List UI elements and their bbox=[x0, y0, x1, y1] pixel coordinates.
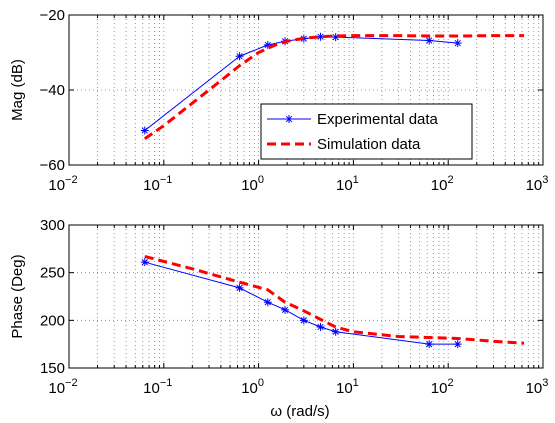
x-tick-label: 102 bbox=[431, 174, 454, 194]
y-axis-label: Phase (Deg) bbox=[9, 254, 26, 338]
x-tick-label: 101 bbox=[336, 377, 359, 397]
experimental-data-point bbox=[235, 283, 244, 292]
experimental-data-point bbox=[316, 32, 325, 41]
x-tick-label: 10−1 bbox=[143, 377, 172, 397]
experimental-data-point bbox=[453, 340, 462, 349]
x-tick-label: 103 bbox=[526, 377, 549, 397]
legend: Experimental data Simulation data bbox=[260, 103, 473, 160]
axes-frame bbox=[68, 224, 544, 369]
y-tick-label: 250 bbox=[40, 265, 65, 282]
x-tick-label: 101 bbox=[336, 174, 359, 194]
experimental-data-point bbox=[140, 258, 149, 267]
experimental-data-point bbox=[331, 327, 340, 336]
x-tick-label: 103 bbox=[526, 174, 549, 194]
y-tick-label: −60 bbox=[40, 157, 65, 174]
experimental-data-point bbox=[316, 323, 325, 332]
experimental-data-point bbox=[425, 36, 434, 45]
y-tick-label: −20 bbox=[40, 7, 65, 24]
x-tick-label: 100 bbox=[241, 377, 264, 397]
experimental-data-point bbox=[425, 340, 434, 349]
experimental-data-point bbox=[140, 126, 149, 135]
panel-phase: 10−2 10−1 100 101 102 103 150 200 250 300 Phase (D… bbox=[9, 217, 548, 420]
panel-magnitude: 10−2 10−1 100 101 102 103 −60 −40 −20 Mag (dB) Exp… bbox=[9, 7, 548, 194]
legend-box bbox=[260, 103, 473, 160]
experimental-data-point bbox=[235, 52, 244, 61]
y-tick-label: −40 bbox=[40, 82, 65, 99]
y-tick-label: 200 bbox=[40, 312, 65, 329]
plot-area bbox=[69, 225, 543, 368]
experimental-data-point bbox=[453, 39, 462, 48]
experimental-data-point bbox=[299, 316, 308, 325]
experimental-data-point bbox=[331, 33, 340, 42]
legend-experimental-label: Experimental data bbox=[317, 111, 439, 128]
legend-star-marker bbox=[285, 115, 293, 123]
experimental-data-point bbox=[263, 41, 272, 49]
experimental-data-point bbox=[281, 305, 290, 314]
y-tick-label: 150 bbox=[40, 360, 65, 377]
legend-simulation-label: Simulation data bbox=[317, 136, 421, 153]
experimental-data-point bbox=[263, 298, 272, 307]
simulation-series-line bbox=[143, 34, 524, 140]
simulation-series-line bbox=[144, 255, 525, 345]
y-axis-label: Mag (dB) bbox=[9, 59, 26, 121]
x-tick-label: 10−2 bbox=[48, 377, 77, 397]
y-tick-label: 300 bbox=[40, 217, 65, 234]
x-tick-label: 10−2 bbox=[48, 174, 77, 194]
x-tick-label: 100 bbox=[241, 174, 264, 194]
x-tick-label: 102 bbox=[431, 377, 454, 397]
x-axis-label: ω (rad/s) bbox=[270, 403, 329, 420]
x-tick-label: 10−1 bbox=[143, 174, 172, 194]
